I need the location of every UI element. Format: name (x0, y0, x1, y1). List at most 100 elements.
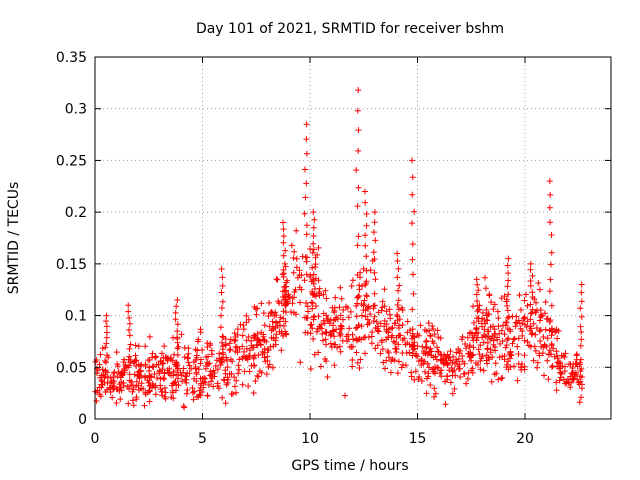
data-point (216, 350, 223, 357)
data-point (505, 366, 512, 373)
data-point (137, 368, 144, 375)
data-point (479, 309, 486, 316)
data-point (361, 188, 368, 195)
data-point (365, 334, 372, 341)
data-point (362, 232, 369, 239)
data-point (534, 359, 541, 366)
data-point (282, 283, 289, 290)
data-point (288, 308, 295, 315)
data-point (126, 315, 133, 322)
data-point (178, 372, 185, 379)
data-point (420, 349, 427, 356)
data-point (315, 349, 322, 356)
data-point (164, 357, 171, 364)
data-point (523, 323, 530, 330)
data-point (159, 366, 166, 373)
data-point (190, 396, 197, 403)
data-point (504, 315, 511, 322)
data-point (226, 347, 233, 354)
data-point (536, 286, 543, 293)
data-point (251, 335, 258, 342)
data-point (103, 318, 110, 325)
data-point (301, 277, 308, 284)
x-axis-label: GPS time / hours (291, 458, 408, 474)
data-point (456, 361, 463, 368)
data-point (336, 304, 343, 311)
data-point (468, 357, 475, 364)
data-point (218, 289, 225, 296)
data-point (437, 335, 444, 342)
data-point (310, 209, 317, 216)
data-point (553, 348, 560, 355)
data-point (446, 367, 453, 374)
data-point (401, 335, 408, 342)
data-point (327, 332, 334, 339)
data-point (394, 302, 401, 309)
data-point (399, 361, 406, 368)
data-point (578, 328, 585, 335)
data-point (309, 300, 316, 307)
data-point (281, 260, 288, 267)
data-point (575, 379, 582, 386)
data-point (542, 299, 549, 306)
data-point (222, 367, 229, 374)
data-point (327, 340, 334, 347)
data-point (409, 241, 416, 248)
data-point (319, 337, 326, 344)
data-point (175, 382, 182, 389)
data-point (103, 329, 110, 336)
x-tick-label: 0 (91, 431, 100, 447)
data-point (384, 347, 391, 354)
data-point (422, 343, 429, 350)
data-point (554, 352, 561, 359)
data-point (243, 312, 250, 319)
data-point (477, 342, 484, 349)
data-point (307, 366, 314, 373)
data-point (566, 361, 573, 368)
data-point (501, 331, 508, 338)
data-point (231, 338, 238, 345)
data-point (364, 316, 371, 323)
data-point (578, 289, 585, 296)
data-point (146, 388, 153, 395)
data-point (381, 323, 388, 330)
data-point (309, 325, 316, 332)
data-point (293, 227, 300, 234)
data-point (485, 356, 492, 363)
data-point (113, 349, 120, 356)
data-point (197, 329, 204, 336)
data-point (233, 389, 240, 396)
data-point (197, 360, 204, 367)
data-point (310, 246, 317, 253)
data-point (440, 360, 447, 367)
data-point (438, 367, 445, 374)
data-point (394, 317, 401, 324)
data-point (219, 394, 226, 401)
data-point (474, 334, 481, 341)
data-point (293, 264, 300, 271)
data-point (362, 281, 369, 288)
data-point (359, 283, 366, 290)
data-point (168, 382, 175, 389)
data-point (119, 371, 126, 378)
data-point (207, 371, 214, 378)
data-point (345, 314, 352, 321)
data-point (527, 260, 534, 267)
data-point (367, 311, 374, 318)
data-point (504, 283, 511, 290)
data-point (537, 337, 544, 344)
data-point (474, 281, 481, 288)
data-point (578, 281, 585, 288)
data-point (126, 345, 133, 352)
data-point (263, 338, 270, 345)
data-point (476, 351, 483, 358)
data-point (434, 327, 441, 334)
data-point (473, 276, 480, 283)
data-point (556, 360, 563, 367)
data-point (153, 361, 160, 368)
data-point (514, 377, 521, 384)
data-point (573, 371, 580, 378)
data-point (280, 266, 287, 273)
data-point (568, 370, 575, 377)
data-point (430, 368, 437, 375)
